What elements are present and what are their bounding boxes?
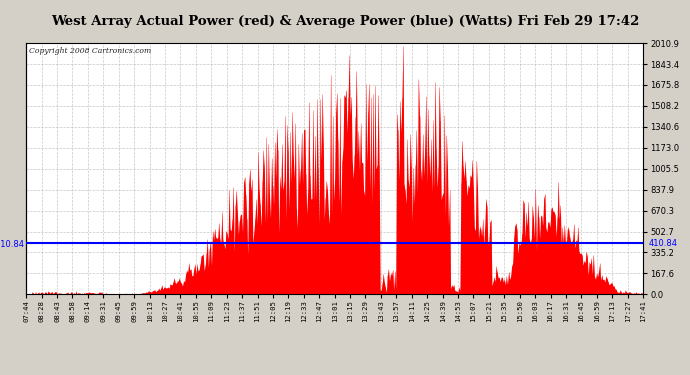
Text: West Array Actual Power (red) & Average Power (blue) (Watts) Fri Feb 29 17:42: West Array Actual Power (red) & Average … xyxy=(51,15,639,28)
Text: 410.84: 410.84 xyxy=(649,238,678,248)
Text: Copyright 2008 Cartronics.com: Copyright 2008 Cartronics.com xyxy=(29,47,152,55)
